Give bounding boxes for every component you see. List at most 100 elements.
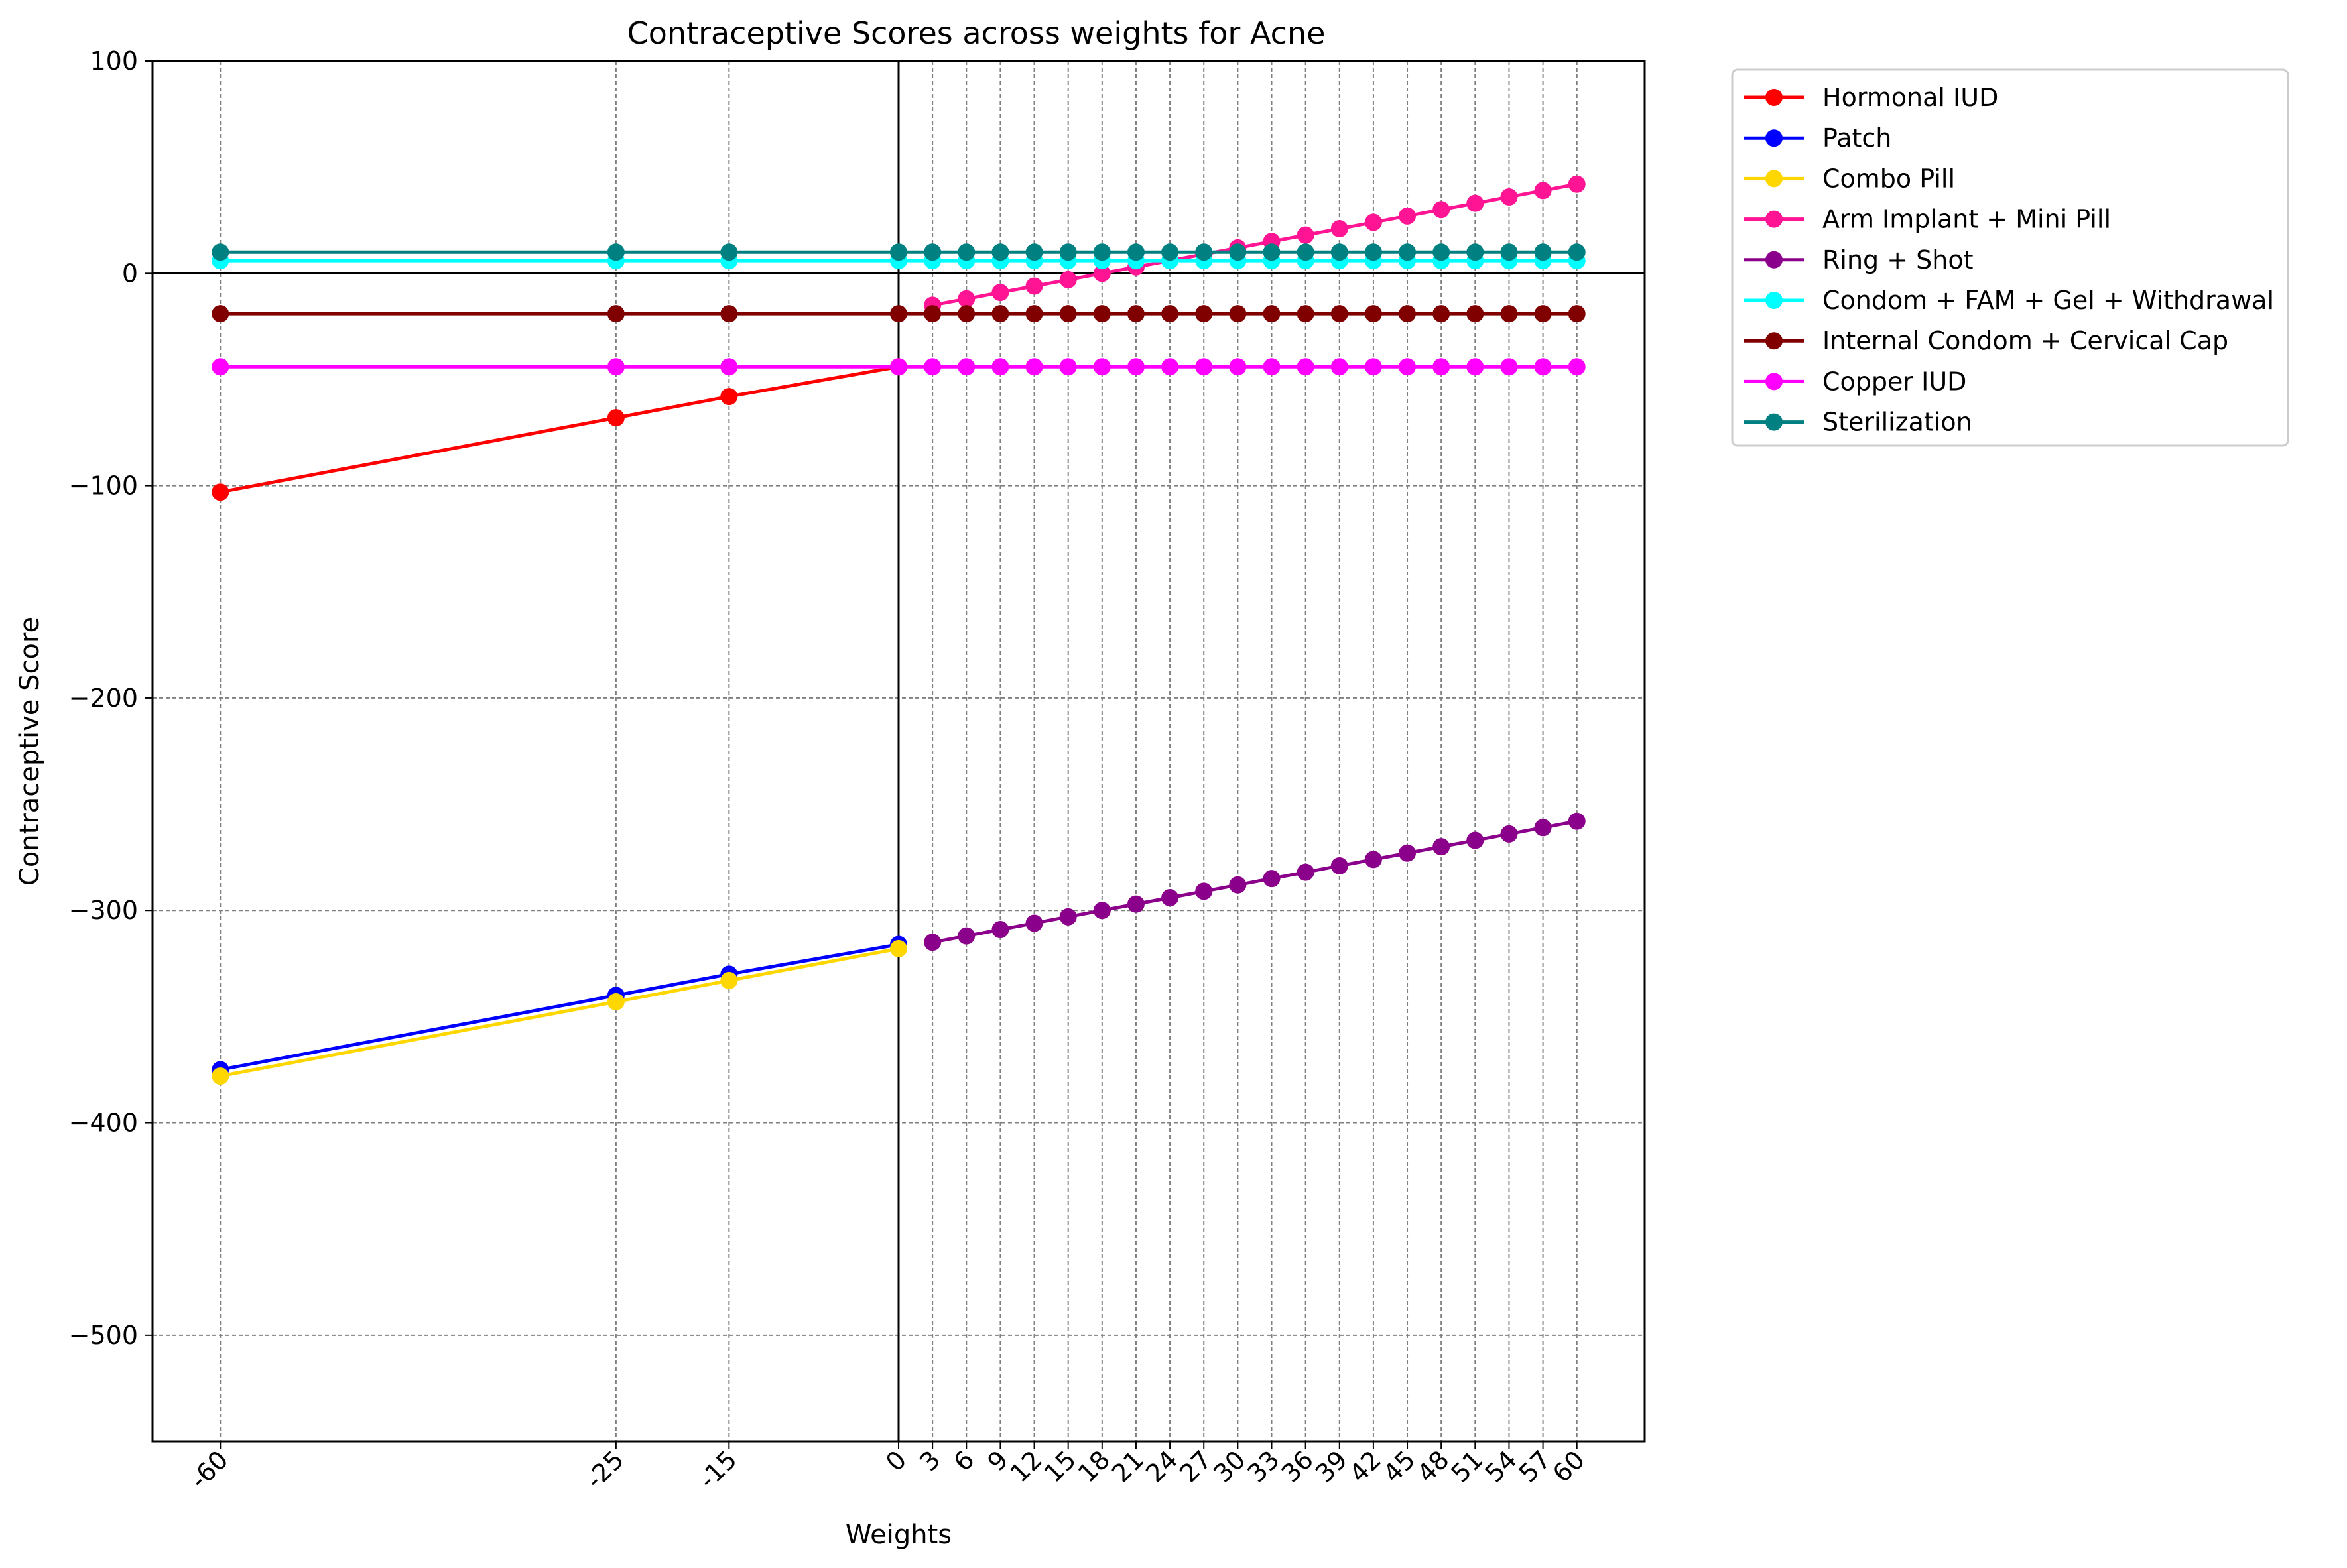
- data-point: [1059, 243, 1077, 261]
- legend-marker: [1765, 292, 1783, 309]
- data-point: [924, 934, 942, 951]
- data-point: [924, 243, 942, 261]
- legend-marker: [1765, 413, 1783, 431]
- chart-title: Contraceptive Scores across weights for …: [627, 15, 1326, 51]
- data-point: [1297, 863, 1314, 881]
- data-point: [890, 358, 907, 376]
- data-point: [607, 243, 625, 261]
- data-point: [1466, 358, 1484, 376]
- legend: Hormonal IUD Patch Combo Pill Arm Implant +…: [1731, 68, 2289, 447]
- legend-marker: [1765, 129, 1783, 147]
- data-point: [1364, 851, 1382, 869]
- data-point: [212, 305, 229, 323]
- data-point: [1399, 844, 1417, 862]
- data-point: [1161, 243, 1179, 261]
- data-point: [1229, 358, 1247, 376]
- data-point: [212, 358, 229, 376]
- data-point: [1093, 305, 1111, 323]
- data-point: [607, 358, 625, 376]
- data-point: [720, 305, 738, 323]
- data-point: [1364, 213, 1382, 231]
- data-point: [1059, 271, 1077, 288]
- data-point: [1568, 358, 1586, 376]
- data-point: [1534, 305, 1552, 323]
- legend-marker: [1765, 89, 1783, 106]
- data-point: [720, 358, 738, 376]
- series-line: [220, 947, 899, 1078]
- legend-label: Ring + Shot: [1822, 245, 1974, 274]
- legend-frame: [1731, 68, 2289, 447]
- data-point: [1399, 207, 1417, 225]
- data-point: [1127, 895, 1145, 913]
- data-point: [1500, 825, 1518, 843]
- data-point: [1059, 305, 1077, 323]
- data-point: [1263, 870, 1281, 888]
- data-point: [1093, 243, 1111, 261]
- data-point: [991, 921, 1009, 939]
- y-axis-label: Contraceptive Score: [15, 617, 45, 886]
- data-point: [1195, 882, 1213, 900]
- data-point: [1195, 358, 1213, 376]
- series-4: [924, 812, 1586, 951]
- data-point: [924, 358, 942, 376]
- data-point: [1025, 243, 1043, 261]
- data-point: [1127, 243, 1145, 261]
- reference-lines: [153, 61, 1645, 1441]
- data-point: [1534, 182, 1552, 200]
- data-point: [1399, 358, 1417, 376]
- data-point: [1161, 889, 1179, 907]
- series-7: [212, 358, 1586, 376]
- data-point: [1229, 243, 1247, 261]
- legend-label: Copper IUD: [1822, 367, 1966, 396]
- data-point: [1399, 305, 1417, 323]
- data-point: [1500, 305, 1518, 323]
- y-tick-label: 100: [90, 46, 138, 76]
- data-point: [1330, 857, 1348, 874]
- data-point: [1161, 305, 1179, 323]
- data-point: [1432, 201, 1450, 219]
- data-point: [1330, 358, 1348, 376]
- data-point: [1195, 243, 1213, 261]
- data-point: [1161, 358, 1179, 376]
- legend-label: Condom + FAM + Gel + Withdrawal: [1822, 286, 2274, 315]
- data-point: [607, 409, 625, 427]
- legend-label: Combo Pill: [1822, 164, 1955, 193]
- data-point: [1297, 243, 1314, 261]
- data-point: [1500, 358, 1518, 376]
- data-point: [1568, 243, 1586, 261]
- data-point: [607, 305, 625, 323]
- data-point: [890, 939, 907, 957]
- series-line: [220, 365, 899, 494]
- data-point: [991, 305, 1009, 323]
- data-point: [1025, 305, 1043, 323]
- data-point: [607, 993, 625, 1010]
- legend-marker: [1765, 210, 1783, 228]
- y-tick-label: 0: [122, 259, 138, 288]
- data-point: [991, 284, 1009, 302]
- x-axis-label: Weights: [846, 1520, 952, 1550]
- data-point: [1093, 902, 1111, 920]
- legend-label: Patch: [1822, 123, 1891, 152]
- data-point: [1297, 305, 1314, 323]
- data-point: [1093, 358, 1111, 376]
- series-0: [212, 358, 907, 501]
- y-tick-label: −300: [69, 896, 138, 925]
- data-point: [1364, 305, 1382, 323]
- legend-label: Arm Implant + Mini Pill: [1822, 205, 2111, 234]
- series-group: [212, 175, 1586, 1085]
- data-point: [212, 483, 229, 501]
- data-point: [1534, 243, 1552, 261]
- data-point: [991, 243, 1009, 261]
- data-point: [1330, 243, 1348, 261]
- data-point: [1432, 305, 1450, 323]
- data-point: [1500, 188, 1518, 206]
- data-point: [1127, 305, 1145, 323]
- data-point: [1534, 358, 1552, 376]
- data-point: [1330, 220, 1348, 238]
- data-point: [1568, 812, 1586, 830]
- y-tick-label: −500: [69, 1321, 138, 1350]
- data-point: [720, 388, 738, 406]
- data-point: [1025, 914, 1043, 932]
- data-point: [1466, 305, 1484, 323]
